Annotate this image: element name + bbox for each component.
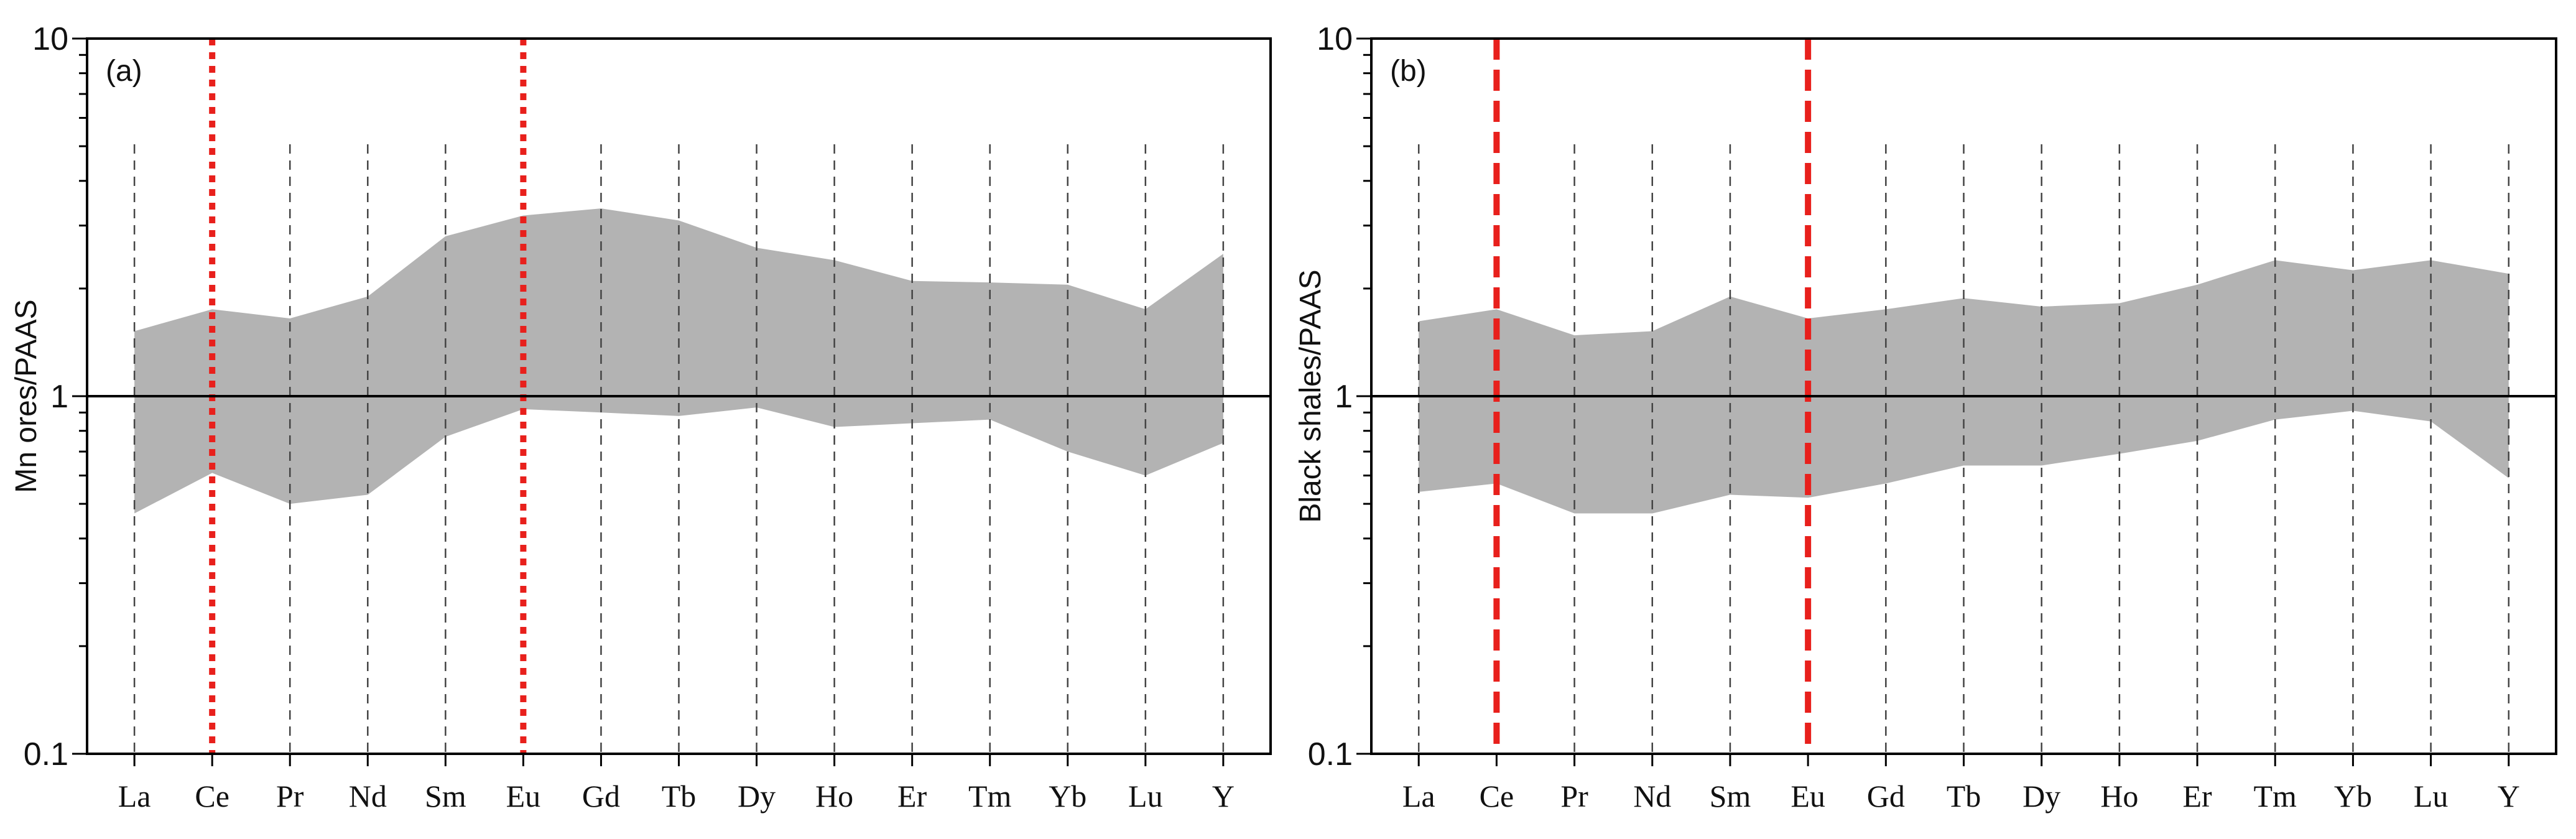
panel-a-xtick-label-Nd: Nd — [349, 779, 387, 814]
panel-b-xtick-label-Lu: Lu — [2414, 779, 2449, 814]
panel-b-ytick-label: 10 — [1317, 21, 1353, 57]
panel-b-xtick-label-Ho: Ho — [2100, 779, 2138, 814]
panel-a-xtick-label-Yb: Yb — [1049, 779, 1086, 814]
panel-b-xtick-label-La: La — [1402, 779, 1435, 814]
panel-a-xtick-label-Er: Er — [897, 779, 927, 814]
panel-b-panel-label: (b) — [1390, 55, 1427, 88]
panel-a-panel-label: (a) — [106, 55, 142, 88]
panel-a-xtick-label-Tb: Tb — [662, 779, 697, 814]
panel-b-xtick-label-Pr: Pr — [1560, 779, 1588, 814]
panel-b-ytick-label: 0.1 — [1308, 736, 1353, 772]
panel-b-xtick-label-Dy: Dy — [2022, 779, 2060, 814]
panel-a-xtick-label-Y: Y — [1212, 779, 1235, 814]
panel-a-mn-ores: 10 1 0.1 La Ce Pr Nd Sm Eu Gd Tb Dy Ho Er Tm Yb Lu Y Mn or… — [10, 21, 1272, 814]
panel-a-xtick-label-Lu: Lu — [1128, 779, 1163, 814]
panel-b-xtick-label-Er: Er — [2182, 779, 2212, 814]
panel-a-xtick-label-Ho: Ho — [815, 779, 853, 814]
panel-b-xtick-label-Eu: Eu — [1791, 779, 1825, 814]
panel-a-xtick-label-La: La — [118, 779, 151, 814]
panel-b-xtick-label-Tm: Tm — [2254, 779, 2297, 814]
panel-a-xtick-label-Tm: Tm — [968, 779, 1012, 814]
panel-a-xtick-label-Pr: Pr — [276, 779, 304, 814]
panel-b-xtick-label-Tb: Tb — [1947, 779, 1981, 814]
panel-b-xtick-label-Ce: Ce — [1480, 779, 1514, 814]
panel-b-range-band — [1419, 260, 2509, 514]
panel-b-xtick-label-Gd: Gd — [1867, 779, 1905, 814]
panel-b-xtick-label-Yb: Yb — [2334, 779, 2372, 814]
panel-a-ytick-label: 1 — [50, 379, 68, 415]
panel-b-xtick-label-Nd: Nd — [1633, 779, 1671, 814]
panel-a-ylabel: Mn ores/PAAS — [10, 299, 43, 493]
panel-a-ytick-label: 10 — [32, 21, 68, 57]
panel-a-ytick-label: 0.1 — [24, 736, 68, 772]
panel-b-ytick-label: 1 — [1335, 379, 1353, 415]
panel-a-xtick-label-Ce: Ce — [195, 779, 229, 814]
panel-a-xtick-label-Eu: Eu — [506, 779, 541, 814]
panel-b-xtick-label-Y: Y — [2498, 779, 2520, 814]
panel-b-xtick-label-Sm: Sm — [1710, 779, 1751, 814]
panel-a-xtick-label-Dy: Dy — [738, 779, 776, 814]
panel-a-xtick-label-Gd: Gd — [582, 779, 620, 814]
panel-a-xtick-label-Sm: Sm — [425, 779, 466, 814]
panel-b-ylabel: Black shales/PAAS — [1294, 269, 1327, 522]
panel-b-black-shales: 10 1 0.1 La Ce Pr Nd Sm Eu Gd Tb Dy Ho Er Tm Yb Lu Y Black… — [1294, 21, 2557, 814]
